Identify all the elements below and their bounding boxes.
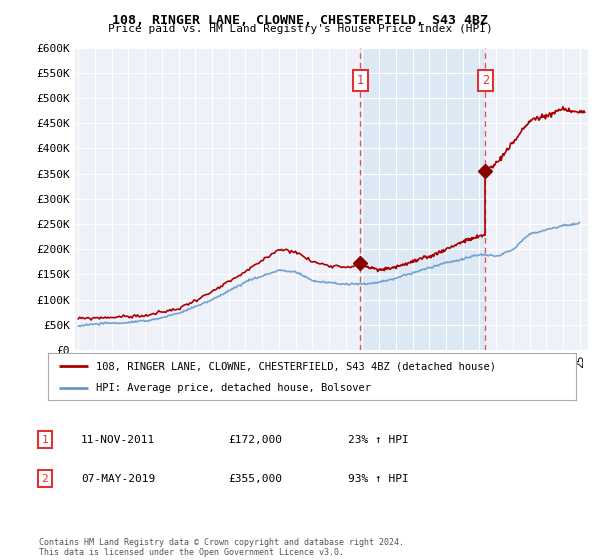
Text: 1: 1 <box>41 435 49 445</box>
Text: £172,000: £172,000 <box>228 435 282 445</box>
Text: 93% ↑ HPI: 93% ↑ HPI <box>348 474 409 484</box>
Text: 23% ↑ HPI: 23% ↑ HPI <box>348 435 409 445</box>
Text: 11-NOV-2011: 11-NOV-2011 <box>81 435 155 445</box>
Text: 108, RINGER LANE, CLOWNE, CHESTERFIELD, S43 4BZ: 108, RINGER LANE, CLOWNE, CHESTERFIELD, … <box>112 14 488 27</box>
Text: £355,000: £355,000 <box>228 474 282 484</box>
Text: Price paid vs. HM Land Registry's House Price Index (HPI): Price paid vs. HM Land Registry's House … <box>107 24 493 34</box>
Text: 108, RINGER LANE, CLOWNE, CHESTERFIELD, S43 4BZ (detached house): 108, RINGER LANE, CLOWNE, CHESTERFIELD, … <box>95 361 496 371</box>
Text: 1: 1 <box>356 74 364 87</box>
Text: 2: 2 <box>482 74 489 87</box>
Text: 07-MAY-2019: 07-MAY-2019 <box>81 474 155 484</box>
Text: HPI: Average price, detached house, Bolsover: HPI: Average price, detached house, Bols… <box>95 383 371 393</box>
Text: 2: 2 <box>41 474 49 484</box>
Bar <box>360 48 485 350</box>
Text: Contains HM Land Registry data © Crown copyright and database right 2024.
This d: Contains HM Land Registry data © Crown c… <box>39 538 404 557</box>
